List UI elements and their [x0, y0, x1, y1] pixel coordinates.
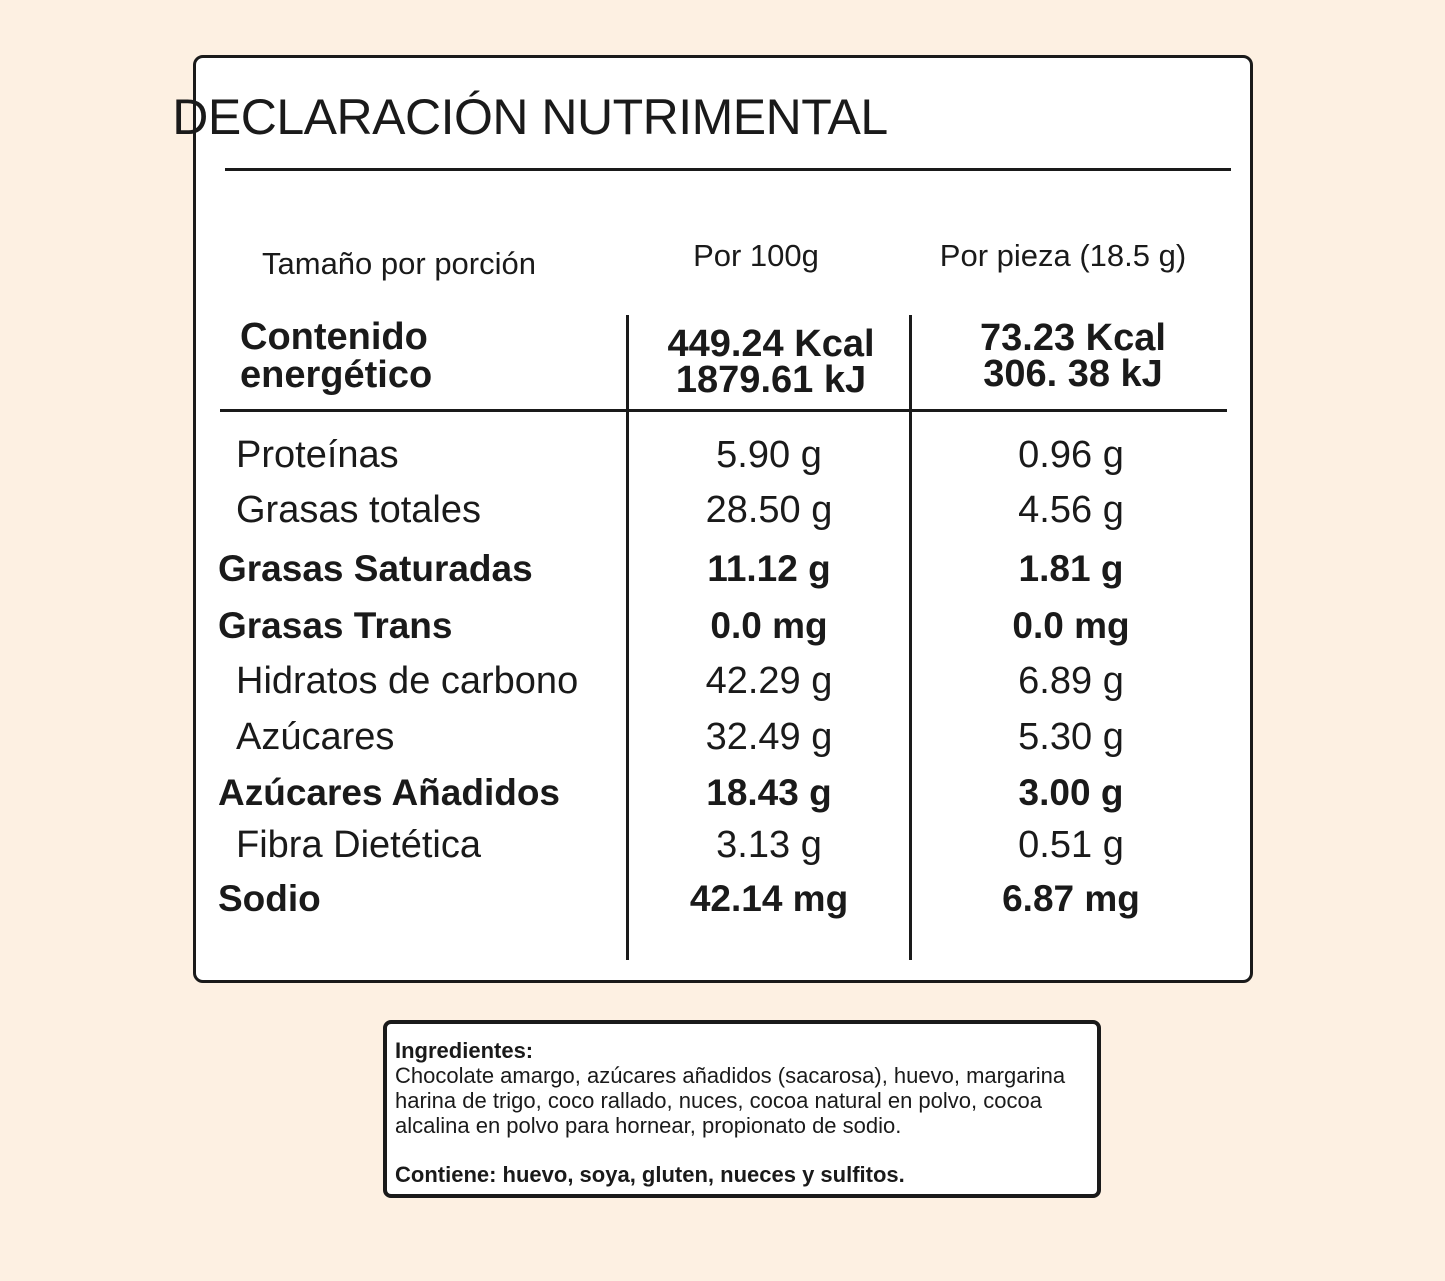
ingredients-box: Ingredientes: Chocolate amargo, azúcares…	[383, 1020, 1101, 1198]
nutrient-value-per-100g: 3.13 g	[716, 824, 822, 866]
nutrient-label: Azúcares Añadidos	[218, 772, 560, 813]
nutrient-value-per-100g: 28.50 g	[705, 489, 833, 531]
nutrient-value-per-piece: 1.81 g	[1018, 548, 1124, 589]
ingredients-line: harina de trigo, coco rallado, nuces, co…	[395, 1088, 1042, 1113]
nutrient-row: Azúcares Añadidos 18.43 g 3.00 g	[0, 772, 1445, 822]
nutrient-value-per-100g: 5.90 g	[716, 434, 822, 476]
nutrient-label: Proteínas	[236, 434, 399, 476]
column-divider	[909, 315, 912, 960]
nutrient-value-per-piece: 0.51 g	[1018, 824, 1124, 866]
nutrient-value-per-piece: 3.00 g	[1018, 772, 1124, 813]
nutrient-label: Hidratos de carbono	[236, 660, 579, 702]
column-divider	[626, 315, 629, 960]
energy-label-line2: energético	[240, 354, 433, 396]
nutrient-value-per-100g: 11.12 g	[707, 548, 831, 589]
nutrient-value-per-piece: 0.96 g	[1018, 434, 1124, 476]
title-divider	[225, 168, 1231, 171]
energy-kcal: 73.23 Kcal	[980, 317, 1166, 359]
ingredients-line: Chocolate amargo, azúcares añadidos (sac…	[395, 1063, 1066, 1088]
nutrient-label: Sodio	[218, 878, 321, 919]
energy-label: Contenido energético	[240, 318, 432, 394]
nutrient-label: Grasas Saturadas	[218, 548, 533, 589]
energy-kj: 306. 38 kJ	[983, 353, 1163, 395]
serving-size-label: Tamaño por porción	[262, 246, 536, 281]
nutrient-value-per-100g: 42.29 g	[705, 660, 833, 702]
nutrient-value-per-100g: 0.0 mg	[710, 605, 828, 646]
nutrient-label: Grasas totales	[236, 489, 481, 531]
energy-kj: 1879.61 kJ	[675, 359, 867, 401]
energy-kcal: 449.24 Kcal	[667, 323, 875, 365]
nutrient-row: Fibra Dietética 3.13 g 0.51 g	[0, 824, 1445, 874]
nutrition-panel	[193, 55, 1253, 983]
nutrient-label: Grasas Trans	[218, 605, 453, 646]
column-header-per-piece: Por pieza (18.5 g)	[939, 238, 1187, 273]
nutrient-value-per-100g: 32.49 g	[705, 716, 833, 758]
nutrient-value-per-piece: 6.87 mg	[1002, 878, 1140, 919]
nutrient-row: Grasas Trans 0.0 mg 0.0 mg	[0, 605, 1445, 655]
nutrient-label: Fibra Dietética	[236, 824, 481, 866]
nutrient-row: Azúcares 32.49 g 5.30 g	[0, 716, 1445, 766]
nutrient-value-per-piece: 5.30 g	[1018, 716, 1124, 758]
nutrient-row: Proteínas 5.90 g 0.96 g	[0, 434, 1445, 484]
nutrient-value-per-piece: 4.56 g	[1018, 489, 1124, 531]
ingredients-line: alcalina en polvo para hornear, propiona…	[395, 1113, 902, 1138]
energy-divider	[220, 409, 1227, 412]
energy-per-piece: 73.23 Kcal 306. 38 kJ	[913, 317, 1233, 395]
ingredients-heading: Ingredientes:	[395, 1038, 534, 1063]
energy-label-line1: Contenido	[240, 316, 428, 358]
nutrient-label: Azúcares	[236, 716, 395, 758]
nutrient-value-per-piece: 0.0 mg	[1012, 605, 1130, 646]
allergens-statement: Contiene: huevo, soya, gluten, nueces y …	[395, 1162, 905, 1187]
nutrient-row: Sodio 42.14 mg 6.87 mg	[0, 878, 1445, 928]
nutrient-row: Hidratos de carbono 42.29 g 6.89 g	[0, 660, 1445, 710]
nutrient-value-per-piece: 6.89 g	[1018, 660, 1124, 702]
column-header-per-100g: Por 100g	[693, 238, 819, 273]
nutrient-row: Grasas totales 28.50 g 4.56 g	[0, 489, 1445, 539]
nutrient-value-per-100g: 42.14 mg	[689, 878, 849, 919]
energy-per-100g: 449.24 Kcal 1879.61 kJ	[630, 323, 912, 401]
nutrient-row: Grasas Saturadas 11.12 g 1.81 g	[0, 548, 1445, 598]
nutrient-value-per-100g: 18.43 g	[706, 772, 832, 813]
page-title: DECLARACIÓN NUTRIMENTAL	[172, 89, 888, 145]
